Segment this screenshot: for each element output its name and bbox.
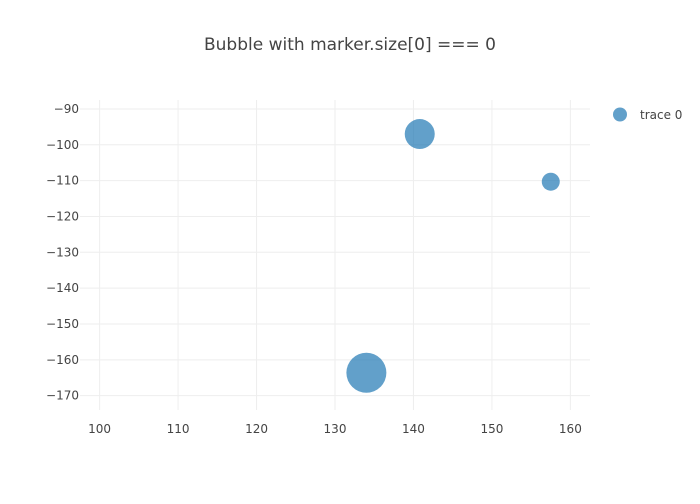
y-tick-label: −140 — [46, 281, 79, 295]
y-tick-label: −110 — [46, 174, 79, 188]
x-tick-label: 140 — [402, 422, 425, 436]
legend[interactable]: trace 0 — [613, 107, 682, 123]
bubble-point[interactable] — [346, 352, 387, 393]
bubble-point[interactable] — [541, 172, 560, 191]
x-tick-label: 150 — [480, 422, 503, 436]
grid-layer — [80, 100, 590, 410]
y-tick-label: −100 — [46, 138, 79, 152]
x-tick-label: 110 — [167, 422, 190, 436]
y-tick-label: −170 — [46, 389, 79, 403]
x-tick-label: 160 — [559, 422, 582, 436]
y-tick-label: −120 — [46, 209, 79, 223]
x-tick-label: 130 — [324, 422, 347, 436]
y-tick-label: −130 — [46, 245, 79, 259]
bubble-point[interactable] — [404, 119, 435, 150]
data-markers — [346, 119, 560, 393]
x-tick-label: 100 — [88, 422, 111, 436]
x-tick-label: 120 — [245, 422, 268, 436]
legend-marker-trace-0[interactable] — [613, 107, 627, 122]
y-tick-label: −160 — [46, 353, 79, 367]
x-axis-ticks: 100 110 120 130 140 150 160 — [88, 422, 582, 436]
y-axis-ticks: −90 −100 −110 −120 −130 −140 −150 −160 −170 — [46, 102, 79, 403]
legend-label-trace-0[interactable]: trace 0 — [640, 108, 682, 122]
chart-title: Bubble with marker.size[0] === 0 — [204, 35, 496, 55]
y-tick-label: −90 — [54, 102, 79, 116]
y-tick-label: −150 — [46, 317, 79, 331]
